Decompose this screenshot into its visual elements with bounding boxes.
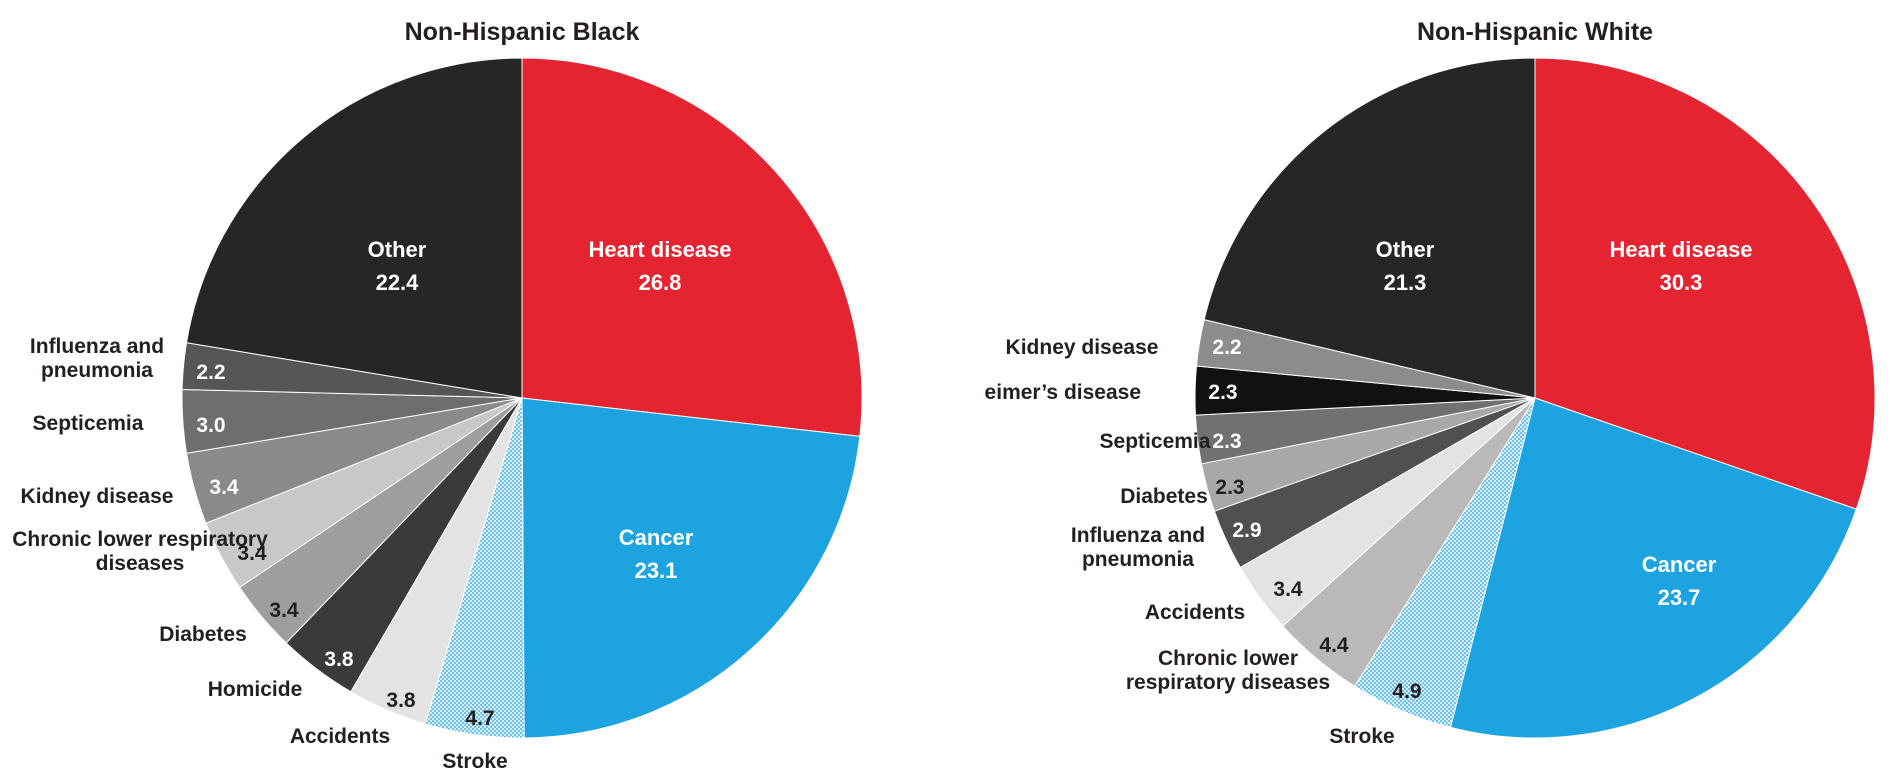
slice-value-label: 3.4	[269, 599, 299, 622]
pie-slice-cancer	[521, 397, 861, 739]
slice-label: Septicemia	[33, 412, 144, 435]
pie-slice-heart-disease	[1534, 57, 1876, 510]
slice-value-label: 3.4	[1273, 578, 1303, 601]
chart-black: Non-Hispanic Black Heart disease 26.8 Canc…	[12, 18, 863, 769]
slice-label: Other	[1376, 237, 1435, 262]
slice-label: Septicemia	[1100, 430, 1211, 453]
slice-value-label: 2.2	[1212, 336, 1241, 359]
slice-value-label: 2.3	[1215, 476, 1244, 499]
slice-value-label: 3.8	[386, 689, 416, 712]
chart-white: Non-Hispanic White Heart disease 30.3 Canc…	[955, 18, 1876, 748]
slice-label: Diabetes	[159, 623, 247, 646]
slice-value-label: 4.7	[465, 707, 494, 730]
slice-value-label: 3.4	[209, 476, 239, 499]
slice-label: Kidney disease	[21, 485, 174, 508]
slice-value-label: 4.4	[1319, 634, 1349, 657]
slice-value-label: 4.9	[1392, 680, 1421, 703]
slice-value-label: 3.0	[196, 414, 225, 437]
slice-label: Heart disease	[588, 237, 731, 262]
slice-label: Other	[368, 237, 427, 262]
slice-value-label: 2.9	[1232, 519, 1261, 542]
slice-value-label: 22.4	[376, 270, 420, 295]
slice-label: Cancer	[1642, 552, 1717, 577]
slice-label: Chronic lower respiratory diseases	[1126, 647, 1330, 694]
slice-label: Influenza and pneumonia	[30, 335, 164, 382]
slice-value-label: 2.3	[1208, 381, 1237, 404]
slice-value-label: 23.1	[635, 558, 678, 583]
slice-value-label: 23.7	[1658, 585, 1701, 610]
slice-value-label: 2.2	[196, 361, 225, 384]
slice-label: Chronic lower respiratory diseases	[12, 528, 268, 575]
slice-value-label: 26.8	[639, 270, 682, 295]
slice-label: Stroke	[1329, 725, 1394, 748]
slice-value-label: 3.8	[324, 648, 354, 671]
slice-value-label: 2.3	[1212, 430, 1241, 453]
pie-labels: Heart disease 30.3 Cancer 23.7 Stroke 4.9 Chro…	[955, 237, 1753, 748]
pie-slice-cancer	[1449, 397, 1857, 739]
pie-slice-heart-disease	[521, 57, 863, 437]
slice-label: Stroke	[442, 750, 507, 769]
slice-label: Kidney disease	[1006, 336, 1159, 359]
slice-value-label: 30.3	[1660, 270, 1703, 295]
pie-slice-other	[185, 57, 523, 399]
slice-label: Influenza and pneumonia	[1071, 524, 1205, 571]
slice-label: Accidents	[1145, 601, 1245, 624]
chart-title: Non-Hispanic White	[1417, 18, 1653, 46]
slice-value-label: 3.4	[237, 542, 267, 565]
pie-slice-other	[1203, 57, 1536, 399]
slice-label: Homicide	[208, 678, 303, 701]
pie-labels: Heart disease 26.8 Cancer 23.1 Stroke 4.7 Acci…	[12, 237, 731, 769]
slice-value-label: 21.3	[1384, 270, 1427, 295]
slice-label: Heart disease	[1609, 237, 1752, 262]
slice-label: lzheimer’s disease	[955, 381, 1141, 404]
chart-title: Non-Hispanic Black	[405, 18, 640, 46]
slice-label: Accidents	[290, 725, 390, 748]
slice-label: Diabetes	[1120, 485, 1208, 508]
pie-slices	[1194, 57, 1876, 739]
slice-label: Cancer	[619, 525, 694, 550]
pie-slices	[181, 57, 863, 739]
